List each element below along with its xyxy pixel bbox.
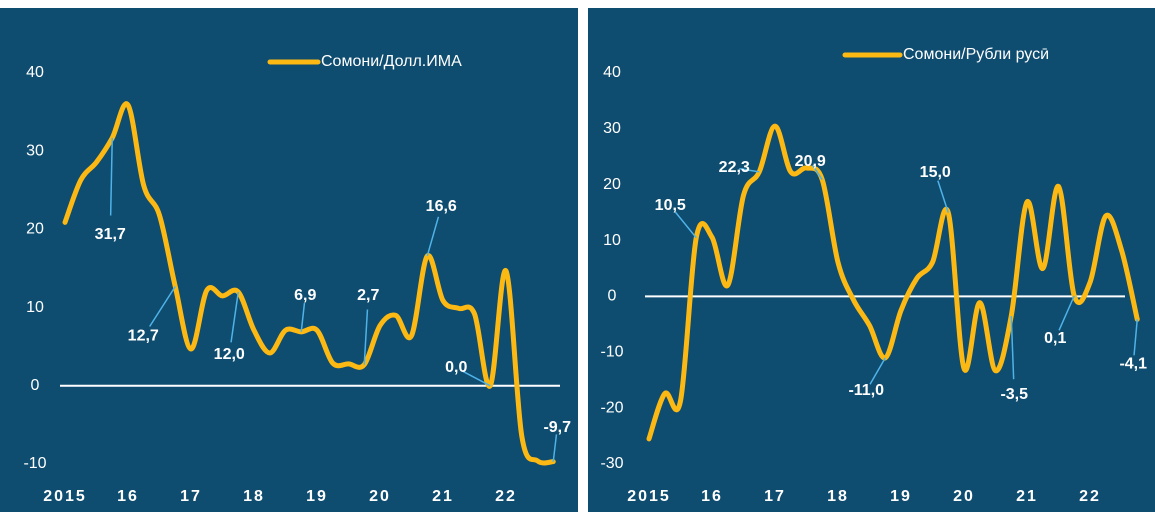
callout-line — [739, 167, 760, 173]
callout-line — [426, 216, 440, 257]
x-tick-label: 19 — [890, 488, 912, 505]
callout-line — [230, 291, 239, 343]
x-tick-label: 16 — [117, 488, 139, 505]
x-tick-label: 21 — [1016, 488, 1038, 505]
legend-label: Сомони/Рубли русӣ — [903, 46, 1049, 63]
y-tick-label: 30 — [26, 142, 44, 159]
callout-line — [1058, 295, 1075, 331]
x-tick-label: 20 — [369, 488, 391, 505]
data-label: 6,9 — [294, 287, 316, 304]
y-tick-label: 30 — [603, 120, 621, 137]
callout-line — [1010, 315, 1015, 380]
y-tick-label: 10 — [603, 232, 621, 249]
callout-line — [937, 180, 949, 213]
data-label: -3,5 — [1000, 386, 1028, 403]
data-label: 0,1 — [1044, 330, 1066, 347]
x-tick-label: 22 — [1079, 488, 1101, 505]
y-tick-label: -20 — [600, 399, 623, 416]
data-label: 15,0 — [920, 164, 951, 181]
callout-line — [812, 164, 823, 181]
callout-line — [1133, 319, 1138, 356]
x-tick-label: 18 — [243, 488, 265, 505]
y-tick-label: 40 — [26, 64, 44, 81]
y-tick-label: 40 — [603, 64, 621, 81]
panel — [0, 8, 578, 512]
callout-line — [552, 434, 558, 462]
x-tick-label: 19 — [306, 488, 328, 505]
data-label: 0,0 — [445, 359, 467, 376]
y-tick-label: 20 — [603, 176, 621, 193]
data-label: 12,0 — [214, 346, 245, 363]
data-label: -9,7 — [543, 419, 571, 436]
x-tick-label: 22 — [495, 488, 517, 505]
y-tick-label: -10 — [600, 344, 623, 361]
data-label: 22,3 — [719, 159, 750, 176]
callout-line — [300, 302, 306, 332]
x-tick-label: 18 — [827, 488, 849, 505]
data-line — [646, 123, 1140, 442]
y-tick-label: 20 — [26, 221, 44, 238]
y-tick-label: -30 — [600, 455, 623, 472]
data-label: 2,7 — [357, 287, 379, 304]
data-label: 10,5 — [655, 197, 686, 214]
callout-line — [149, 286, 176, 327]
y-tick-label: -10 — [23, 455, 46, 472]
data-line — [62, 101, 556, 466]
data-label: -11,0 — [848, 382, 884, 399]
x-tick-label: 17 — [764, 488, 786, 505]
callout-line — [109, 137, 113, 216]
data-label: 20,9 — [795, 153, 826, 170]
callout-line — [674, 211, 697, 239]
x-tick-label: 16 — [701, 488, 723, 505]
y-tick-label: 0 — [608, 288, 617, 305]
callout-line — [462, 370, 491, 387]
x-tick-label: 17 — [180, 488, 202, 505]
data-label: 12,7 — [128, 328, 159, 345]
data-label: 16,6 — [426, 198, 457, 215]
callout-line — [363, 309, 369, 365]
x-tick-label: 20 — [953, 488, 975, 505]
x-tick-label: 21 — [432, 488, 454, 505]
y-tick-label: 0 — [31, 377, 40, 394]
legend-label: Сомони/Долл.ИМА — [321, 53, 462, 70]
y-tick-label: 10 — [26, 299, 44, 316]
callout-line — [869, 357, 886, 385]
data-label: -4,1 — [1119, 356, 1147, 373]
data-label: 31,7 — [95, 226, 126, 243]
panel — [588, 8, 1155, 512]
x-tick-label: 2015 — [627, 488, 671, 505]
x-tick-label: 2015 — [43, 488, 87, 505]
